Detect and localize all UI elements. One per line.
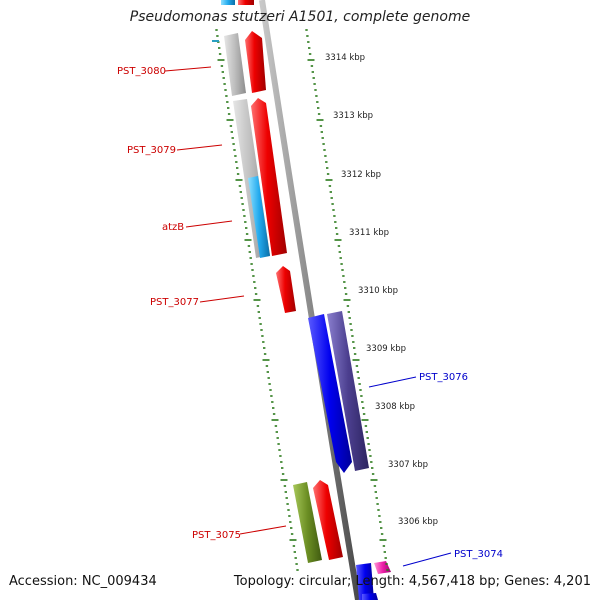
gene-feature [374, 561, 391, 574]
gene-feature [293, 482, 322, 563]
gene-feature [248, 176, 270, 258]
scale-label: 3314 kbp [325, 53, 365, 63]
scale-label: 3309 kbp [366, 344, 406, 354]
leader-line [239, 525, 287, 535]
map-title: Pseudomonas stutzeri A1501, complete gen… [129, 9, 471, 25]
gene-feature [327, 311, 369, 471]
scale-labels: 3314 kbp 3313 kbp 3312 kbp 3311 kbp 3310… [325, 53, 438, 527]
gene-feature [356, 563, 374, 600]
gene-feature [224, 33, 246, 96]
scale-label: 3311 kbp [349, 228, 389, 238]
gene-label-pst-3076[interactable]: PST_3076 [419, 372, 468, 383]
gene-label-pst-3077[interactable]: PST_3077 [150, 297, 199, 308]
leader-line [199, 295, 245, 303]
scale-label: 3308 kbp [375, 402, 415, 412]
gene-feature [308, 314, 352, 473]
leader-line [164, 66, 212, 72]
gene-feature [221, 0, 235, 5]
gene-features [221, 0, 391, 600]
gene-labels: PST_3080 PST_3079 atzB PST_3077 PST_3076… [117, 66, 503, 567]
scale-label: 3310 kbp [358, 286, 398, 296]
gene-feature [245, 31, 266, 93]
scale-label: 3306 kbp [398, 517, 438, 527]
gene-label-pst-3074[interactable]: PST_3074 [454, 549, 503, 560]
scale-label: 3307 kbp [388, 460, 428, 470]
gene-label-pst-3075[interactable]: PST_3075 [192, 530, 241, 541]
genome-backbone [259, 0, 361, 600]
gene-label-pst-3079[interactable]: PST_3079 [127, 145, 176, 156]
scale-label: 3313 kbp [333, 111, 373, 121]
gene-feature [276, 266, 296, 313]
accession-text: Accession: NC_009434 [9, 574, 157, 589]
gene-label-atzb[interactable]: atzB [162, 222, 184, 233]
gene-feature [362, 593, 378, 600]
gene-feature [251, 98, 287, 256]
leader-line [185, 220, 233, 228]
leader-line [368, 376, 417, 388]
genome-stats-text: Topology: circular; Length: 4,567,418 bp… [233, 574, 591, 589]
gene-label-pst-3080[interactable]: PST_3080 [117, 66, 166, 77]
scale-label: 3312 kbp [341, 170, 381, 180]
leader-line [176, 144, 223, 151]
leader-line [402, 552, 452, 567]
gene-feature [238, 0, 254, 5]
gene-feature [313, 480, 343, 560]
scale-ticks [212, 29, 389, 571]
